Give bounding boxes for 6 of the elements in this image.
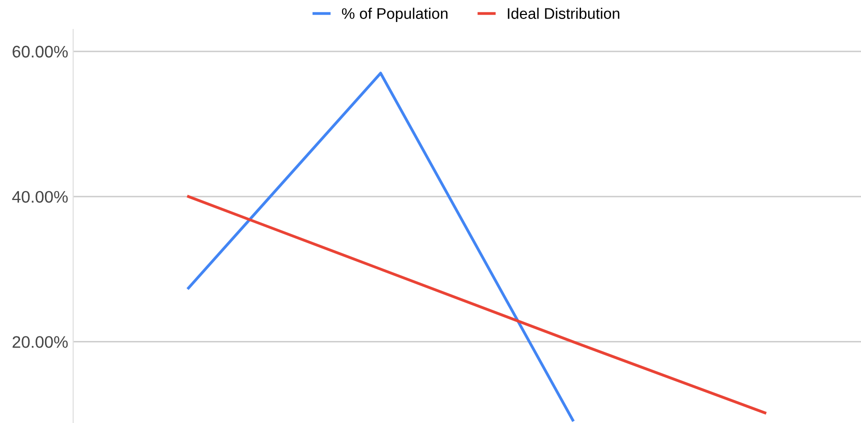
y-tick-label: 60.00% <box>12 46 68 58</box>
y-tick-label: 20.00% <box>12 336 68 348</box>
line-series <box>187 195 766 414</box>
y-tick-label: 40.00% <box>12 190 68 203</box>
legend-label: % of Population <box>342 8 448 22</box>
legend-label: Ideal Distribution <box>508 8 620 19</box>
